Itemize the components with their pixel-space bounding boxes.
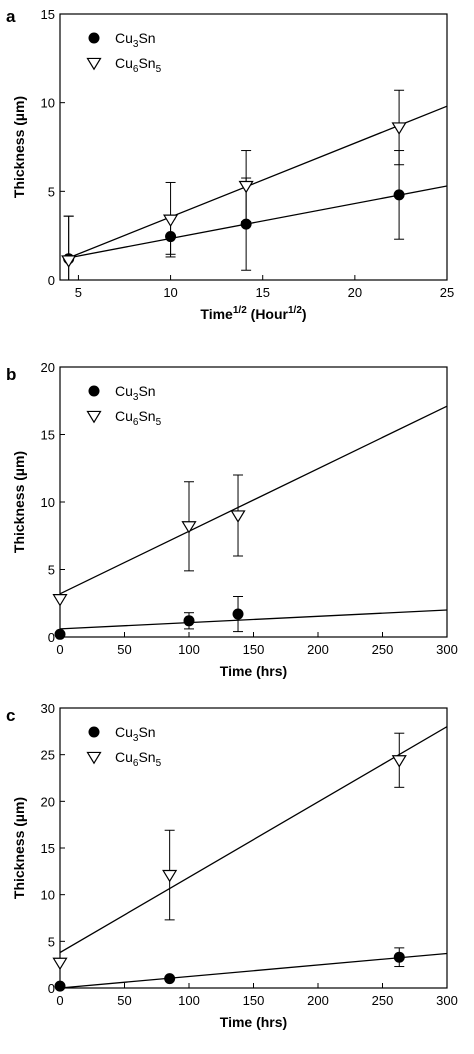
data-point-circle <box>54 628 66 640</box>
legend-label: Cu3Sn <box>115 383 156 403</box>
chart-panel-b: b 0 50 100 150 200 250 300 0 5 10 15 20 Time (hrs) Thi… <box>6 360 458 679</box>
x-tick-label: 25 <box>440 285 454 300</box>
x-tick-label: 0 <box>56 642 63 657</box>
data-point-triangle <box>61 255 77 268</box>
x-tick-label: 15 <box>255 285 269 300</box>
fit-line <box>60 726 447 954</box>
y-tick-label: 15 <box>41 428 55 443</box>
panel-letter: b <box>6 365 16 384</box>
legend-marker <box>86 751 102 765</box>
y-tick-label: 30 <box>41 701 55 716</box>
legend-label: Cu6Sn5 <box>115 408 162 428</box>
x-tick-label: 50 <box>117 642 131 657</box>
legend-marker <box>86 57 102 71</box>
data-point-triangle <box>391 122 407 135</box>
x-axis-title: Time1/2 (Hour1/2) <box>200 305 306 322</box>
legend-marker <box>88 385 100 397</box>
y-axis-title: Thickness (µm) <box>11 797 27 899</box>
data-point-triangle <box>163 214 179 228</box>
x-tick-label: 250 <box>372 642 394 657</box>
x-tick-label: 300 <box>436 642 458 657</box>
x-tick-label: 100 <box>178 993 200 1008</box>
x-tick-label: 150 <box>243 642 265 657</box>
chart-panel-a: a 5 10 15 20 25 0 5 10 15 Time1/2 (Hour1/2) Thickne… <box>6 7 454 322</box>
y-tick-label: 20 <box>41 360 55 375</box>
plot-frame <box>59 13 448 281</box>
legend-label: Cu6Sn5 <box>115 749 162 769</box>
series-0: Cu3Sn <box>54 724 447 992</box>
legend-label: Cu3Sn <box>115 724 156 744</box>
x-tick-label: 150 <box>243 993 265 1008</box>
fit-line <box>60 952 447 988</box>
data-point-triangle <box>52 957 68 971</box>
y-tick-label: 0 <box>48 630 55 645</box>
fit-line <box>60 405 447 595</box>
y-tick-label: 20 <box>41 794 55 809</box>
y-tick-label: 10 <box>41 96 55 111</box>
data-point-triangle <box>181 521 197 534</box>
fit-line <box>60 609 447 630</box>
data-point-triangle <box>391 755 407 768</box>
panel-letter: c <box>6 706 15 725</box>
x-axis-title: Time (hrs) <box>220 1014 287 1030</box>
data-point-triangle <box>230 510 246 523</box>
x-tick-label: 0 <box>56 993 63 1008</box>
legend-marker <box>88 726 100 738</box>
x-tick-label: 5 <box>75 285 82 300</box>
y-tick-label: 0 <box>48 981 55 996</box>
chart-panel-c: c 0 50 100 150 200 250 300 0 5 10 15 20 25 30 Time (hrs… <box>6 701 458 1030</box>
x-tick-label: 300 <box>436 993 458 1008</box>
legend-label: Cu3Sn <box>115 30 156 50</box>
y-tick-label: 10 <box>41 888 55 903</box>
panel-letter: a <box>6 7 16 26</box>
series-1: Cu6Sn5 <box>52 726 447 971</box>
y-axis-title: Thickness (µm) <box>11 96 27 198</box>
data-point-triangle <box>52 594 68 607</box>
legend-marker <box>88 32 100 44</box>
x-tick-label: 250 <box>372 993 394 1008</box>
data-point-triangle <box>238 180 254 194</box>
series-1: Cu6Sn5 <box>61 55 447 280</box>
y-tick-label: 25 <box>41 748 55 763</box>
x-tick-label: 100 <box>178 642 200 657</box>
y-tick-label: 5 <box>48 184 55 199</box>
data-point-circle <box>183 615 195 627</box>
series-0: Cu3Sn <box>54 383 447 640</box>
data-point-circle <box>393 951 405 963</box>
fit-line <box>68 185 447 259</box>
y-axis-title: Thickness (µm) <box>11 451 27 553</box>
y-tick-label: 15 <box>41 841 55 856</box>
x-tick-label: 20 <box>348 285 362 300</box>
y-tick-label: 5 <box>48 563 55 578</box>
x-tick-label: 50 <box>117 993 131 1008</box>
series-1: Cu6Sn5 <box>52 405 447 607</box>
data-point-circle <box>393 189 405 201</box>
y-tick-label: 10 <box>41 495 55 510</box>
data-point-circle <box>54 980 66 992</box>
fit-line <box>68 105 447 259</box>
x-tick-label: 10 <box>163 285 177 300</box>
legend-marker <box>86 410 102 424</box>
y-tick-label: 5 <box>48 934 55 949</box>
data-point-circle <box>232 608 244 620</box>
x-tick-label: 200 <box>307 993 329 1008</box>
legend-label: Cu6Sn5 <box>115 55 162 75</box>
data-point-triangle <box>162 869 178 883</box>
data-point-circle <box>164 973 176 985</box>
y-tick-label: 15 <box>41 7 55 22</box>
y-tick-label: 0 <box>48 273 55 288</box>
x-tick-label: 200 <box>307 642 329 657</box>
x-axis-title: Time (hrs) <box>220 663 287 679</box>
